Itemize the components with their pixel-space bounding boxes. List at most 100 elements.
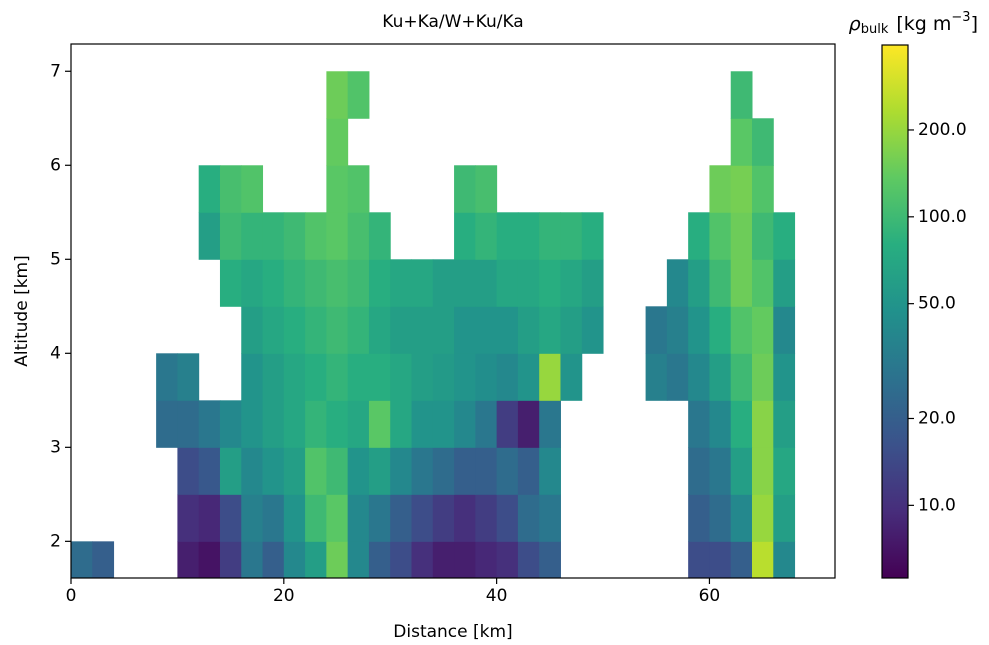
- cell: [347, 165, 370, 213]
- chart-title: Ku+Ka/W+Ku/Ka: [382, 12, 523, 32]
- cell: [752, 400, 774, 448]
- cell: [454, 494, 476, 542]
- cell: [645, 353, 668, 401]
- cell: [688, 541, 710, 579]
- cell: [730, 400, 753, 448]
- cell: [752, 259, 774, 307]
- y-axis-label: Altitude [km]: [12, 255, 32, 367]
- cell: [305, 212, 327, 260]
- cell: [560, 259, 583, 307]
- cell: [432, 400, 455, 448]
- cell: [496, 212, 519, 260]
- y-tick-label: 6: [50, 155, 61, 175]
- cell: [432, 494, 455, 542]
- cell: [475, 400, 498, 448]
- cell: [539, 447, 561, 495]
- cell: [773, 212, 796, 260]
- cell: [326, 118, 349, 166]
- cell: [496, 494, 519, 542]
- cell: [560, 212, 583, 260]
- cell: [283, 259, 306, 307]
- cell: [539, 400, 561, 448]
- cell: [305, 494, 327, 542]
- cell: [773, 259, 796, 307]
- cell: [560, 353, 583, 401]
- cell: [198, 541, 221, 579]
- cell: [71, 541, 93, 579]
- cell: [730, 259, 753, 307]
- x-tick-label: 60: [699, 586, 721, 606]
- cell: [688, 353, 710, 401]
- cell: [454, 306, 476, 354]
- cell: [709, 400, 732, 448]
- cell: [752, 306, 774, 354]
- cell: [517, 541, 540, 579]
- cell: [730, 118, 753, 166]
- cb-exponent: −3: [951, 10, 970, 25]
- heatmap: [71, 71, 796, 579]
- cell: [496, 541, 519, 579]
- cell: [539, 259, 561, 307]
- cell: [688, 259, 710, 307]
- cell: [305, 306, 327, 354]
- cell: [773, 400, 796, 448]
- cell: [773, 494, 796, 542]
- cell: [390, 259, 413, 307]
- cell: [539, 212, 561, 260]
- cell: [347, 541, 370, 579]
- cell: [454, 165, 476, 213]
- y-tick-label: 4: [50, 343, 61, 363]
- cell: [496, 353, 519, 401]
- cell: [219, 212, 242, 260]
- cell: [326, 353, 349, 401]
- x-tick-label: 40: [486, 586, 508, 606]
- cell: [475, 306, 498, 354]
- x-axis-label: Distance [km]: [393, 622, 512, 642]
- cell: [326, 494, 349, 542]
- cell: [730, 71, 753, 119]
- cell: [326, 71, 349, 119]
- cell: [390, 306, 413, 354]
- cell: [752, 494, 774, 542]
- cell: [305, 400, 327, 448]
- cell: [432, 353, 455, 401]
- y-tick-label: 7: [50, 61, 61, 81]
- cell: [368, 353, 391, 401]
- cell: [432, 541, 455, 579]
- colorbar-tick-label: 50.0: [918, 294, 956, 314]
- cell: [454, 541, 476, 579]
- cell: [773, 353, 796, 401]
- cell: [347, 259, 370, 307]
- cell: [539, 541, 561, 579]
- cell: [368, 400, 391, 448]
- cell: [198, 165, 221, 213]
- cell: [730, 494, 753, 542]
- cell: [752, 118, 774, 166]
- cell: [709, 306, 732, 354]
- cell: [283, 212, 306, 260]
- cell: [688, 212, 710, 260]
- cell: [688, 306, 710, 354]
- cb-subscript: bulk: [861, 22, 889, 37]
- cell: [368, 541, 391, 579]
- cell: [283, 447, 306, 495]
- cell: [454, 259, 476, 307]
- cb-close: ]: [971, 13, 978, 35]
- cell: [283, 494, 306, 542]
- cell: [752, 165, 774, 213]
- cell: [539, 494, 561, 542]
- cell: [773, 306, 796, 354]
- cell: [241, 259, 264, 307]
- cell: [709, 165, 732, 213]
- y-tick-label: 2: [50, 531, 61, 551]
- cell: [326, 259, 349, 307]
- cell: [347, 71, 370, 119]
- cell: [177, 494, 200, 542]
- cell: [177, 353, 200, 401]
- cell: [688, 494, 710, 542]
- cell: [517, 353, 540, 401]
- colorbar-tick-label: 200.0: [918, 120, 967, 140]
- cell: [475, 494, 498, 542]
- cell: [454, 353, 476, 401]
